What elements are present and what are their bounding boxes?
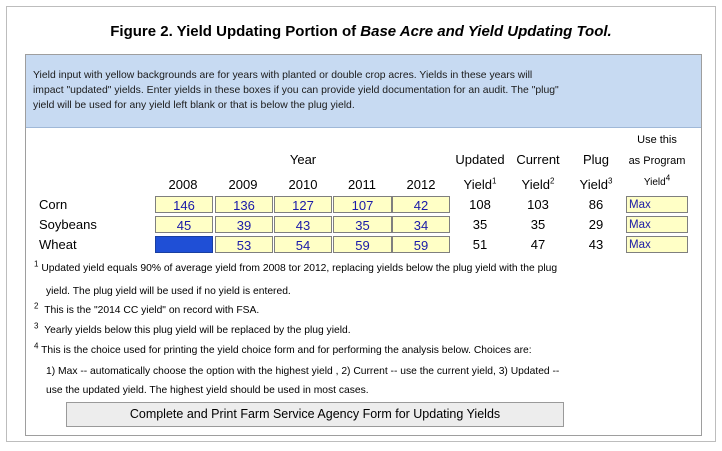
corn-choice-select[interactable]: Max xyxy=(626,196,688,213)
crop-label-soybeans: Soybeans xyxy=(39,217,97,232)
soybeans-2009-input[interactable]: 39 xyxy=(215,216,273,233)
figure-title-text: Figure 2. Yield Updating Portion of xyxy=(110,23,361,40)
current-header-top: Current xyxy=(516,152,560,167)
soybeans-2012-input[interactable]: 34 xyxy=(392,216,450,233)
figure-frame xyxy=(6,6,716,442)
corn-current-yield: 103 xyxy=(527,197,549,212)
corn-2012-input[interactable]: 42 xyxy=(392,196,450,213)
year-2009-header: 2009 xyxy=(228,177,258,192)
instructions-line-1: Yield input with yellow backgrounds are … xyxy=(33,70,533,81)
soybeans-2008-input[interactable]: 45 xyxy=(155,216,213,233)
year-2010-header: 2010 xyxy=(288,177,318,192)
corn-2009-input[interactable]: 136 xyxy=(215,196,273,213)
corn-2008-input[interactable]: 146 xyxy=(155,196,213,213)
spreadsheet-panel: Yield input with yellow backgrounds are … xyxy=(25,54,702,436)
wheat-2012-input[interactable]: 59 xyxy=(392,236,450,253)
updated-header-top: Updated xyxy=(455,152,505,167)
year-2012-header: 2012 xyxy=(406,177,436,192)
corn-plug-yield: 86 xyxy=(588,197,604,212)
instructions-box: Yield input with yellow backgrounds are … xyxy=(26,55,701,128)
corn-2011-input[interactable]: 107 xyxy=(333,196,392,213)
soybeans-choice-select[interactable]: Max xyxy=(626,216,688,233)
soybeans-2010-input[interactable]: 43 xyxy=(274,216,332,233)
figure-title: Figure 2. Yield Updating Portion of Base… xyxy=(0,23,722,40)
instructions-line-2: impact "updated" yields. Enter yields in… xyxy=(33,85,559,96)
wheat-plug-yield: 43 xyxy=(588,237,604,252)
footnote-4-continued: use the updated yield. The highest yield… xyxy=(46,385,369,396)
wheat-2011-input[interactable]: 59 xyxy=(333,236,392,253)
footnote-1-continued: yield. The plug yield will be used if no… xyxy=(46,286,291,297)
footnote-4: 4 This is the choice used for printing t… xyxy=(34,341,532,356)
print-fsa-form-button[interactable]: Complete and Print Farm Service Agency F… xyxy=(66,402,564,427)
instructions-line-3: yield will be used for any yield left bl… xyxy=(33,100,355,111)
wheat-2010-input[interactable]: 54 xyxy=(274,236,332,253)
wheat-current-yield: 47 xyxy=(530,237,546,252)
year-2008-header: 2008 xyxy=(168,177,198,192)
choice-header-3: Yield4 xyxy=(643,173,671,188)
current-header-bottom: Yield2 xyxy=(521,176,555,192)
choice-header-1: Use this xyxy=(637,134,677,146)
year-2011-header: 2011 xyxy=(348,177,376,192)
soybeans-updated-yield: 35 xyxy=(472,217,488,232)
choice-header-2: as Program xyxy=(628,155,686,167)
corn-updated-yield: 108 xyxy=(469,197,491,212)
wheat-2009-input[interactable]: 53 xyxy=(215,236,273,253)
updated-header-bottom: Yield1 xyxy=(463,176,497,192)
footnote-4-choices: 1) Max -- automatically choose the optio… xyxy=(46,366,560,377)
plug-header-top: Plug xyxy=(582,152,610,167)
soybeans-2011-input[interactable]: 35 xyxy=(333,216,392,233)
figure-title-italic: Base Acre and Yield Updating Tool. xyxy=(360,23,612,40)
footnote-3: 3 Yearly yields below this plug yield wi… xyxy=(34,321,351,336)
crop-label-wheat: Wheat xyxy=(39,237,77,252)
wheat-updated-yield: 51 xyxy=(472,237,488,252)
soybeans-plug-yield: 29 xyxy=(588,217,604,232)
crop-label-corn: Corn xyxy=(39,197,68,212)
wheat-choice-select[interactable]: Max xyxy=(626,236,688,253)
footnote-1: 1 Updated yield equals 90% of average yi… xyxy=(34,259,558,274)
wheat-2008-input[interactable] xyxy=(155,236,213,253)
footnote-2: 2 This is the "2014 CC yield" on record … xyxy=(34,301,260,316)
corn-2010-input[interactable]: 127 xyxy=(274,196,332,213)
year-heading: Year xyxy=(289,152,317,167)
plug-header-bottom: Yield3 xyxy=(579,176,613,192)
soybeans-current-yield: 35 xyxy=(530,217,546,232)
